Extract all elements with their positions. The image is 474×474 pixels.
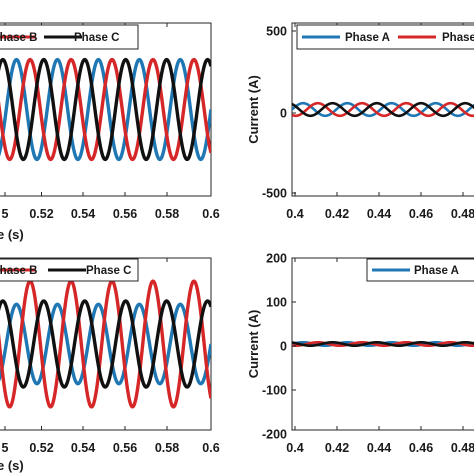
legend-box [366, 258, 474, 282]
x-tick-label: 0.4 [286, 207, 303, 221]
legend: Phase B Phase C [0, 258, 139, 282]
series-line-phase-b [0, 57, 211, 162]
x-tick-label: 0.44 [367, 207, 391, 221]
legend-label: Phase C [74, 32, 119, 44]
x-tick-label: 0.46 [409, 207, 433, 221]
x-tick-label: 0.48 [451, 207, 474, 221]
y-axis-label: Current (A) [246, 75, 261, 144]
x-tick-label: 0.44 [367, 441, 391, 455]
x-tick-label: 0.54 [71, 441, 95, 455]
x-tick-label: 5 [2, 207, 9, 221]
series-line-phase-c [0, 57, 211, 162]
x-tick-label: 0.42 [325, 207, 349, 221]
legend-label: Phase C [86, 265, 131, 277]
x-tick-label: 0.6 [202, 207, 219, 221]
x-tick-label: 0.6 [202, 441, 219, 455]
series-line-phase-a [0, 57, 211, 162]
series-line-phase-c [292, 340, 474, 348]
x-tick-label: 0.58 [155, 441, 179, 455]
legend: Phase B Phase C [0, 24, 139, 50]
legend-label: Phase B [0, 32, 37, 44]
y-tick-label: -500 [262, 187, 287, 201]
y-tick-label: 0 [280, 107, 287, 121]
x-tick-label: 0.54 [71, 207, 95, 221]
x-tick-label: 0.42 [325, 441, 349, 455]
series-group [0, 57, 211, 162]
legend-label: Phase B [442, 32, 474, 44]
x-tick-label: 0.56 [113, 207, 137, 221]
x-tick-label: 0.48 [451, 441, 474, 455]
y-tick-label: 100 [266, 296, 287, 310]
x-tick-label: 0.52 [29, 441, 53, 455]
series-line-phase-c [0, 299, 211, 389]
x-tick-label: 5 [2, 441, 9, 455]
series-group [292, 101, 474, 118]
y-tick-label: 200 [266, 252, 287, 266]
x-tick-label: 0.4 [286, 441, 303, 455]
panel-top-right: 0.4 0.42 0.44 0.46 0.48 500 0 -500 Current (A) Ph… [246, 22, 474, 221]
legend-label: Phase A [414, 265, 459, 277]
x-axis-label: e (s) [0, 458, 24, 473]
x-tick-label: 0.52 [29, 207, 53, 221]
series-line-phase-a [292, 101, 474, 118]
x-axis-label: e (s) [0, 227, 24, 242]
series-line-phase-b [0, 279, 211, 409]
x-tick-label: 0.46 [409, 441, 433, 455]
legend: Phase A [366, 258, 474, 282]
panel-bottom-left: 5 0.52 0.54 0.56 0.58 0.6 e (s) Phase B Phase C [0, 257, 220, 473]
y-tick-label: -100 [262, 384, 287, 398]
series-line-phase-c [292, 101, 474, 118]
x-tick-label: 0.58 [155, 207, 179, 221]
legend-label: Phase A [345, 32, 390, 44]
panel-bottom-right: 0.4 0.42 0.44 0.46 0.48 200 100 0 -100 -200 Curren… [246, 252, 474, 455]
y-tick-label: 500 [266, 25, 287, 39]
x-tick-label: 0.56 [113, 441, 137, 455]
series-line-phase-b [292, 101, 474, 118]
legend: Phase A Phase B [296, 24, 474, 50]
y-tick-label: 0 [280, 340, 287, 354]
series-group [292, 340, 474, 348]
y-axis-label: Current (A) [246, 310, 261, 379]
legend-label: Phase B [0, 265, 37, 277]
series-group [0, 279, 211, 409]
panel-top-left: 5 0.52 0.54 0.56 0.58 0.6 e (s) Phase B Phase C [0, 22, 220, 242]
y-tick-label: -200 [262, 428, 287, 442]
